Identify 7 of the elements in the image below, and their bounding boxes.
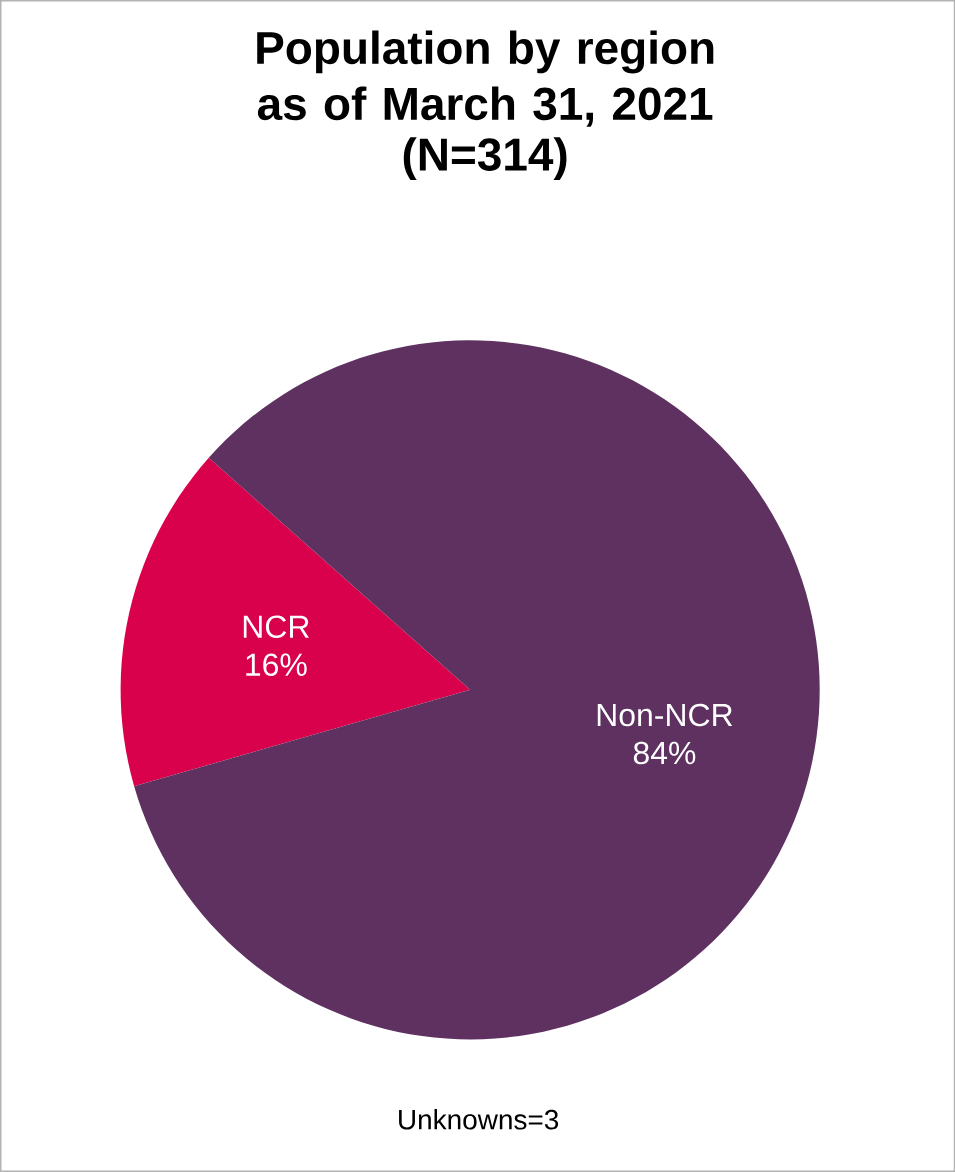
data-label: 16% [246, 653, 307, 677]
data-label: 84% [633, 741, 696, 765]
text: Unknowns=3 [398, 1109, 558, 1130]
slice-label: NCR [243, 615, 309, 639]
chart-subtitle: (N=314) [403, 137, 567, 180]
chart-title: Population by region as of March 31, 2021 [257, 30, 714, 127]
slice-label: Non-NCR [597, 703, 733, 727]
